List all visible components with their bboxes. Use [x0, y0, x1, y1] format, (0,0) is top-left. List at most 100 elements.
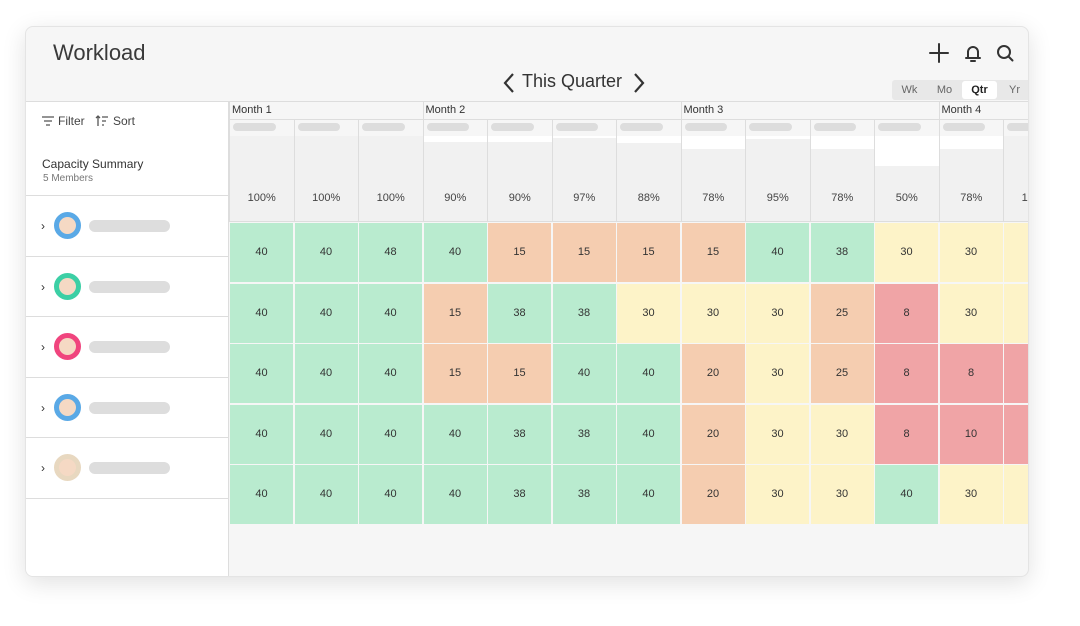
workload-cell: 15: [617, 223, 680, 282]
workload-cell: 30: [681, 283, 745, 343]
page-title: Workload: [53, 40, 146, 65]
capacity-label: 97%: [573, 192, 596, 204]
workload-cell: 20: [681, 404, 745, 464]
add-icon[interactable]: [929, 43, 949, 63]
toggle-option[interactable]: Wk: [901, 84, 918, 96]
capacity-bar: [423, 142, 487, 221]
expand-chevron[interactable]: ›: [41, 400, 45, 415]
placeholder: [362, 123, 405, 131]
placeholder: [942, 123, 985, 131]
workload-cell: 15: [423, 344, 487, 403]
row-line: [26, 255, 229, 257]
capacity-label: 95%: [766, 192, 789, 204]
workload-cell: 40: [552, 344, 616, 403]
divider: [229, 101, 1028, 102]
workload-cell: 38: [488, 465, 551, 524]
month-divider: [229, 102, 230, 120]
capacity-bar: [552, 137, 616, 221]
capacity-label: 50%: [895, 192, 918, 204]
month-divider: [422, 102, 424, 120]
column-divider: [229, 119, 230, 222]
sort-button[interactable]: Sort: [113, 114, 136, 128]
member-list: › › › › ›: [26, 195, 229, 499]
workload-cell: 38: [488, 404, 551, 464]
capacity-label: 78%: [831, 192, 854, 204]
placeholder: [620, 123, 663, 131]
workload-cell: 40: [359, 404, 422, 464]
workload-cell: 38: [552, 404, 616, 464]
workload-cell: 15: [552, 223, 616, 282]
filter-button[interactable]: Filter: [58, 114, 85, 128]
period-label: This Quarter: [522, 71, 623, 91]
workload-cell: 40: [230, 404, 293, 464]
month-divider: [680, 102, 682, 120]
workload-cell: 8: [939, 344, 1003, 403]
capacity-bar: [746, 139, 810, 221]
workload-cell: 40: [359, 344, 422, 403]
column-divider: [422, 119, 424, 222]
workload-cell: 40: [230, 465, 293, 524]
workload-cell: 20: [681, 465, 745, 524]
summary-subtitle: 5 Members: [43, 173, 94, 184]
row-line: [26, 195, 229, 196]
workload-cell: 40: [617, 404, 680, 464]
workload-cell: 30: [617, 283, 680, 343]
column-divider: [616, 119, 617, 222]
workload-cell: 40: [423, 223, 487, 282]
column-divider: [874, 119, 875, 222]
placeholder: [233, 123, 276, 131]
column-divider: [745, 119, 746, 222]
capacity-label: 88%: [637, 192, 660, 204]
header-icons: [929, 43, 1014, 63]
summary-title: Capacity Summary: [42, 157, 144, 171]
workload-cell: 30: [746, 465, 809, 524]
workload-cell: 40: [617, 465, 680, 524]
placeholder: [491, 123, 534, 131]
toggle-option[interactable]: Mo: [936, 84, 953, 96]
workload-cell: 30: [746, 283, 809, 343]
expand-chevron[interactable]: ›: [41, 461, 45, 475]
next-period[interactable]: [630, 72, 650, 94]
capacity-label: 100%: [1021, 192, 1028, 204]
toggle-option[interactable]: Qtr: [962, 81, 997, 99]
workload-cell: 40: [230, 283, 293, 343]
avatar-face: [59, 338, 76, 355]
capacity-cell: 90%: [423, 136, 487, 221]
month-label: Month 2: [425, 104, 466, 116]
workload-cell: 38: [488, 283, 551, 343]
column-divider: [358, 119, 359, 222]
expand-chevron[interactable]: ›: [41, 279, 45, 294]
expand-chevron[interactable]: ›: [41, 219, 45, 233]
workload-cell: 40: [359, 283, 422, 343]
bell-icon[interactable]: [965, 46, 981, 62]
workload-cell: [1004, 465, 1028, 524]
workload-cell: 25: [810, 344, 874, 403]
name-placeholder: [89, 280, 170, 293]
workload-cell: 15: [423, 283, 487, 343]
placeholder: [684, 123, 727, 131]
placeholder: [749, 123, 792, 131]
expand-chevron[interactable]: ›: [41, 340, 45, 354]
workload-card: Workload This Quarter Wk Mo Qtr Yr Filter S…: [25, 26, 1029, 577]
workload-cell: 15: [681, 223, 745, 282]
workload-cell: [1004, 223, 1028, 282]
search-icon[interactable]: [997, 45, 1011, 59]
toggle-option[interactable]: Yr: [1009, 84, 1020, 96]
capacity-bar: [230, 136, 294, 221]
capacity-cell: 100%: [1004, 136, 1028, 221]
capacity-cell: 97%: [552, 136, 616, 221]
workload-cell: 15: [488, 223, 551, 282]
prev-period[interactable]: [500, 72, 520, 94]
capacity-label: 90%: [444, 192, 467, 204]
month-label: Month 1: [232, 104, 272, 116]
capacity-cell: 90%: [488, 136, 552, 221]
capacity-label: 100%: [312, 192, 341, 204]
workload-cell: 30: [746, 344, 809, 403]
workload-cell: 25: [810, 283, 874, 343]
capacity-label: 100%: [376, 192, 405, 204]
capacity-cell: 100%: [230, 136, 294, 221]
avatar: [54, 212, 81, 239]
workload-cell: 40: [294, 223, 358, 282]
workload-cell: 30: [939, 223, 1003, 282]
